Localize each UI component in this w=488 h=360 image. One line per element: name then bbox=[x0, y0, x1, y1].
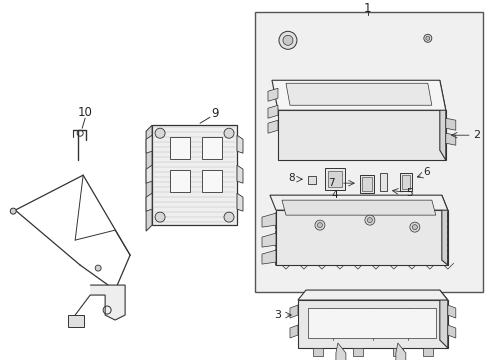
Polygon shape bbox=[267, 88, 277, 101]
Circle shape bbox=[425, 36, 429, 40]
Polygon shape bbox=[439, 290, 447, 348]
Bar bbox=[324, 168, 344, 190]
Text: 6: 6 bbox=[423, 167, 429, 177]
Text: 1: 1 bbox=[364, 2, 371, 15]
Bar bbox=[307, 176, 315, 184]
Bar bbox=[327, 171, 341, 187]
Polygon shape bbox=[146, 125, 152, 231]
Bar bbox=[152, 125, 237, 225]
Circle shape bbox=[364, 215, 374, 225]
Text: 8: 8 bbox=[288, 173, 295, 183]
Polygon shape bbox=[267, 105, 277, 118]
Text: 3: 3 bbox=[274, 310, 281, 320]
Circle shape bbox=[155, 128, 165, 138]
Circle shape bbox=[366, 218, 372, 222]
Polygon shape bbox=[269, 195, 447, 210]
Text: 4: 4 bbox=[331, 190, 338, 200]
Circle shape bbox=[224, 212, 234, 222]
Circle shape bbox=[155, 212, 165, 222]
Text: 2: 2 bbox=[472, 130, 479, 140]
Polygon shape bbox=[237, 135, 243, 153]
Bar bbox=[297, 300, 447, 348]
Polygon shape bbox=[146, 165, 152, 183]
Text: 7: 7 bbox=[328, 178, 335, 188]
Bar bbox=[254, 12, 482, 292]
Circle shape bbox=[317, 222, 322, 228]
Bar bbox=[361, 177, 371, 191]
Bar bbox=[68, 315, 84, 327]
Polygon shape bbox=[439, 80, 445, 160]
Bar bbox=[422, 348, 432, 356]
Polygon shape bbox=[146, 135, 152, 153]
Circle shape bbox=[224, 128, 234, 138]
Polygon shape bbox=[90, 285, 125, 320]
Text: 10: 10 bbox=[78, 106, 92, 119]
Polygon shape bbox=[335, 343, 345, 360]
Circle shape bbox=[423, 34, 431, 42]
Polygon shape bbox=[271, 80, 445, 110]
Bar bbox=[170, 137, 190, 159]
Polygon shape bbox=[262, 250, 275, 264]
Polygon shape bbox=[267, 120, 277, 133]
Bar bbox=[307, 308, 435, 338]
Polygon shape bbox=[445, 133, 455, 145]
Circle shape bbox=[95, 265, 101, 271]
Polygon shape bbox=[285, 83, 431, 105]
Polygon shape bbox=[262, 233, 275, 247]
Bar bbox=[170, 170, 190, 192]
Bar bbox=[312, 348, 322, 356]
Bar bbox=[352, 348, 362, 356]
Polygon shape bbox=[445, 118, 455, 130]
Text: 5: 5 bbox=[406, 188, 412, 198]
Polygon shape bbox=[289, 305, 297, 318]
Bar bbox=[275, 210, 447, 265]
Polygon shape bbox=[289, 325, 297, 338]
Circle shape bbox=[411, 225, 416, 230]
Polygon shape bbox=[441, 195, 447, 265]
Polygon shape bbox=[395, 343, 405, 360]
Circle shape bbox=[409, 222, 419, 232]
Circle shape bbox=[314, 220, 324, 230]
Bar bbox=[399, 173, 411, 191]
Bar bbox=[277, 110, 445, 160]
Text: 9: 9 bbox=[211, 107, 218, 120]
Polygon shape bbox=[297, 290, 447, 300]
Bar bbox=[202, 137, 222, 159]
Circle shape bbox=[283, 35, 292, 45]
Circle shape bbox=[10, 208, 16, 214]
Bar bbox=[359, 175, 373, 193]
Circle shape bbox=[278, 31, 296, 49]
Polygon shape bbox=[262, 213, 275, 227]
Bar bbox=[392, 348, 402, 356]
Polygon shape bbox=[237, 165, 243, 183]
Polygon shape bbox=[237, 193, 243, 211]
Polygon shape bbox=[447, 305, 455, 318]
Bar bbox=[379, 173, 386, 191]
Bar bbox=[401, 175, 409, 189]
Bar bbox=[202, 170, 222, 192]
Polygon shape bbox=[447, 325, 455, 338]
Polygon shape bbox=[282, 200, 435, 215]
Polygon shape bbox=[146, 193, 152, 211]
